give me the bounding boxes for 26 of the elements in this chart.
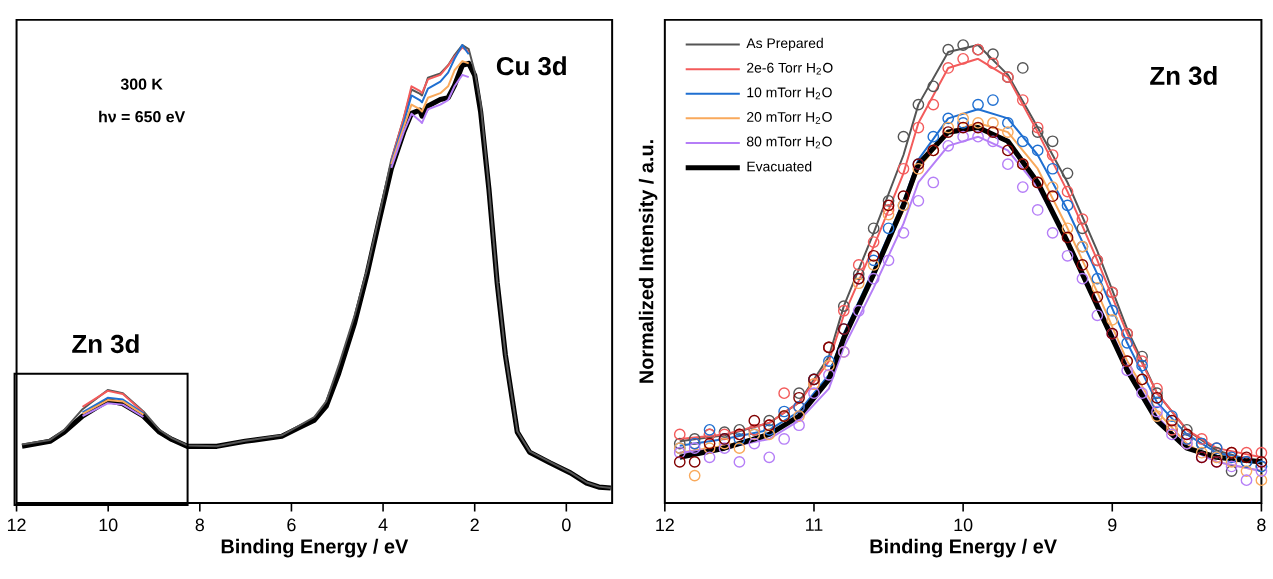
- x-tick-label: 8: [195, 518, 205, 532]
- x-tick-label: 12: [7, 518, 26, 532]
- x-tick-label: 0: [562, 518, 571, 532]
- x-axis-title: Binding Energy / eV: [870, 539, 1057, 558]
- x-axis-title: Binding Energy / eV: [221, 539, 409, 558]
- legend-label: 80 mTorr H$_{2}$O: [746, 136, 832, 149]
- x-tick-label: 12: [656, 518, 674, 532]
- x-tick-label: 4: [378, 518, 388, 532]
- legend-label: Evacuated: [747, 161, 812, 172]
- legend-label: As Prepared: [746, 38, 823, 51]
- x-tick-label: 8: [1257, 518, 1266, 532]
- annotation: 300 K: [120, 78, 163, 90]
- x-tick-label: 10: [954, 518, 973, 532]
- legend-label: 2e-6 Torr H$_{2}$O: [747, 62, 833, 75]
- legend-label: 20 mTorr H$_{2}$O: [747, 112, 832, 124]
- legend-label: 10 mTorr H$_{2}$O: [747, 87, 832, 100]
- x-tick-label: 6: [287, 518, 296, 532]
- x-tick-label: 9: [1108, 518, 1117, 532]
- x-tick-label: 11: [806, 518, 823, 532]
- annotation: Zn 3d: [72, 334, 139, 354]
- x-tick-label: 10: [99, 518, 118, 532]
- annotation: Zn 3d: [1150, 66, 1217, 86]
- x-tick-label: 2: [470, 518, 479, 532]
- annotation: Cu 3d: [496, 56, 566, 76]
- y-axis-title: Normalized Intensity / a.u.: [638, 140, 658, 383]
- annotation: hν = 650 eV: [99, 110, 186, 123]
